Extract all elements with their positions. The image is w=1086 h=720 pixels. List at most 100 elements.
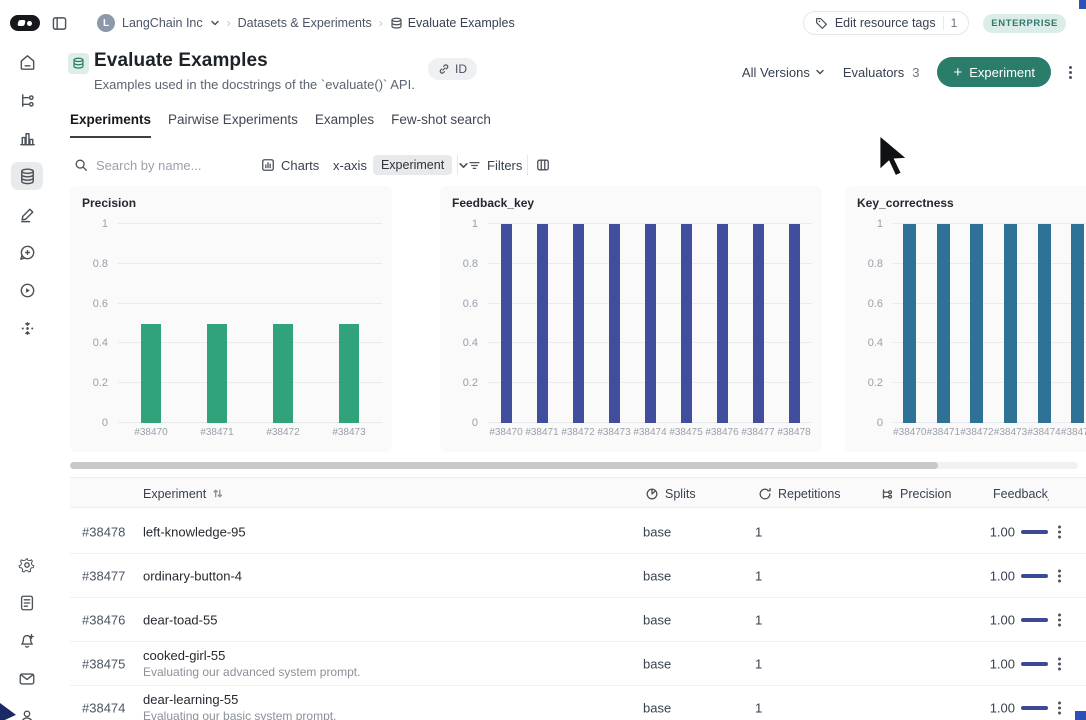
sidebar-item-docs[interactable] <box>11 589 43 617</box>
sidebar-item-datasets[interactable] <box>11 162 43 190</box>
org-avatar[interactable]: L <box>97 14 115 32</box>
column-splits[interactable]: Splits <box>645 478 696 509</box>
bar-slot <box>776 224 812 423</box>
table-header: Experiment Splits Repetitions <box>70 477 1086 508</box>
sidebar-toggle-icon[interactable] <box>52 16 67 31</box>
new-experiment-button[interactable]: + Experiment <box>937 57 1051 87</box>
row-overflow-menu[interactable] <box>1058 613 1061 626</box>
experiment-name[interactable]: ordinary-button-4 <box>143 568 242 583</box>
langsmith-logo-icon[interactable] <box>10 15 40 31</box>
columns-button[interactable] <box>536 152 550 178</box>
sidebar-item-mail[interactable] <box>11 665 43 693</box>
sidebar-item-prompts[interactable] <box>11 238 43 266</box>
sidebar-item-profile[interactable] <box>11 703 43 720</box>
sidebar-item-tracing-projects[interactable] <box>11 86 43 114</box>
bar[interactable] <box>936 224 950 423</box>
chart-card-feedback-key: Feedback_key 0 0.2 0.4 0.6 0.8 1 #38470 #38471… <box>440 186 822 452</box>
search-box[interactable] <box>74 152 244 178</box>
y-tick-label: 0.4 <box>462 337 478 350</box>
tab-few-shot-search[interactable]: Few-shot search <box>391 112 491 127</box>
tab-pairwise-experiments[interactable]: Pairwise Experiments <box>168 112 298 127</box>
sidebar-item-notifications[interactable] <box>11 627 43 655</box>
breadcrumb-section[interactable]: Datasets & Experiments <box>237 16 372 30</box>
bar-slot <box>994 224 1028 423</box>
bar[interactable] <box>500 224 512 423</box>
sidebar-item-settings[interactable] <box>11 551 43 579</box>
x-tick-label: #38471 <box>525 427 559 438</box>
bar[interactable] <box>339 323 359 423</box>
edit-resource-tags-button[interactable]: Edit resource tags 1 <box>802 11 970 35</box>
bar[interactable] <box>1071 224 1085 423</box>
bar[interactable] <box>752 224 764 423</box>
filters-button[interactable]: Filters <box>468 152 522 178</box>
id-button[interactable]: ID <box>428 58 477 80</box>
experiments-toolbar: Charts x-axis Experiment Filters <box>0 152 1086 180</box>
tab-examples[interactable]: Examples <box>314 112 375 127</box>
bar[interactable] <box>536 224 548 423</box>
gridline <box>893 302 1086 304</box>
breadcrumb-page[interactable]: Evaluate Examples <box>390 16 515 30</box>
bar[interactable] <box>716 224 728 423</box>
experiment-id: #38477 <box>82 568 126 583</box>
bar[interactable] <box>273 323 293 423</box>
table-row[interactable]: #38477 ordinary-button-4 base 1 1.00 <box>70 554 1086 598</box>
bar-slot <box>893 224 927 423</box>
breadcrumb-org[interactable]: LangChain Inc <box>122 16 203 30</box>
sidebar-item-annotation-queues[interactable] <box>11 200 43 228</box>
sort-icon[interactable] <box>212 488 223 499</box>
bar[interactable] <box>1037 224 1051 423</box>
evaluators-button[interactable]: Evaluators 3 <box>842 64 920 80</box>
table-row[interactable]: #38475 cooked-girl-55 Evaluating our adv… <box>70 642 1086 686</box>
y-tick-label: 0 <box>101 417 108 429</box>
x-tick-label: #38474 <box>1027 427 1061 438</box>
column-repetitions[interactable]: Repetitions <box>758 478 841 509</box>
xaxis-value[interactable]: Experiment <box>372 155 453 175</box>
sidebar-item-playground[interactable] <box>11 276 43 304</box>
tab-experiments[interactable]: Experiments <box>70 112 152 138</box>
table-row[interactable]: #38474 dear-learning-55 Evaluating our b… <box>70 686 1086 720</box>
bar[interactable] <box>572 224 584 423</box>
column-precision[interactable]: Precision <box>880 478 951 509</box>
row-overflow-menu[interactable] <box>1058 525 1061 538</box>
table-row[interactable]: #38476 dear-toad-55 base 1 1.00 <box>70 598 1086 642</box>
x-tick-label: #38470 <box>893 427 927 438</box>
row-overflow-menu[interactable] <box>1058 701 1061 714</box>
versions-dropdown[interactable]: All Versions <box>742 65 825 80</box>
bar[interactable] <box>644 224 656 423</box>
row-overflow-menu[interactable] <box>1058 569 1061 582</box>
experiment-name[interactable]: cooked-girl-55 <box>143 648 226 663</box>
header-overflow-menu[interactable] <box>1069 65 1072 79</box>
column-experiment[interactable]: Experiment <box>143 478 223 509</box>
y-tick-label: 0.2 <box>462 377 478 390</box>
experiment-id: #38475 <box>82 656 126 671</box>
bar[interactable] <box>608 224 620 423</box>
experiment-name[interactable]: dear-learning-55 <box>143 692 239 707</box>
charts-button[interactable]: Charts <box>261 152 319 178</box>
experiment-name[interactable]: dear-toad-55 <box>143 612 218 627</box>
bar[interactable] <box>1003 224 1017 423</box>
y-tick-label: 0.4 <box>92 337 108 350</box>
topbar-left: L LangChain Inc › Datasets & Experiments… <box>0 14 515 32</box>
xaxis-select[interactable]: x-axis Experiment <box>333 152 469 178</box>
bar[interactable] <box>970 224 984 423</box>
horizontal-scrollbar-track[interactable] <box>70 462 1078 469</box>
feedback-score-bar <box>1021 617 1048 622</box>
search-input[interactable] <box>96 157 226 173</box>
chevron-down-icon[interactable] <box>210 18 220 28</box>
bar[interactable] <box>680 224 692 423</box>
bar[interactable] <box>788 224 800 423</box>
column-feedback[interactable]: Feedback_key <box>993 486 1049 501</box>
chart-plot-area <box>488 223 812 423</box>
sidebar-item-home[interactable] <box>11 48 43 76</box>
sidebar-item-deployments[interactable] <box>11 314 43 342</box>
experiment-id: #38478 <box>82 524 126 539</box>
experiment-name[interactable]: left-knowledge-95 <box>143 524 246 539</box>
gridline <box>118 302 382 304</box>
bar[interactable] <box>141 323 161 423</box>
horizontal-scrollbar-thumb[interactable] <box>70 462 938 469</box>
row-overflow-menu[interactable] <box>1058 657 1061 670</box>
sidebar-item-monitoring[interactable] <box>11 124 43 152</box>
table-row[interactable]: #38478 left-knowledge-95 base 1 1.00 <box>70 510 1086 554</box>
bar[interactable] <box>207 323 227 423</box>
bar[interactable] <box>903 224 917 423</box>
